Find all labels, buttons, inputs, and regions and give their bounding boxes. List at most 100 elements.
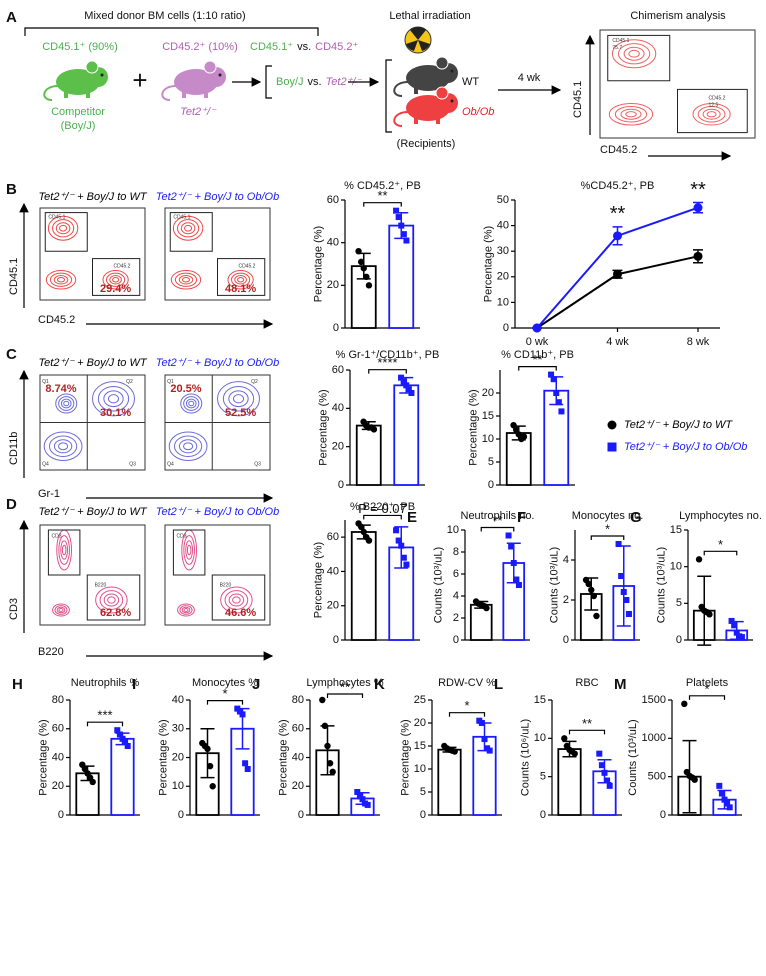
data-point [451,748,458,755]
data-point [395,214,402,221]
mouse-icon [100,73,104,77]
contour [58,608,64,612]
panel-label: F [517,509,526,526]
data-point [613,269,622,279]
gate [86,574,141,621]
contour [188,400,195,407]
contour [180,222,196,235]
data-point [706,611,713,618]
data-point [329,768,336,776]
gate-label: CD45.1 [612,38,629,44]
significance-bracket [590,535,625,540]
chart-title: Platelets [686,677,729,689]
panel-label: E [407,509,417,526]
contour [697,105,726,123]
y-tick-label: 10 [534,732,546,744]
data-point [326,760,334,767]
significance-bracket [568,729,606,735]
data-point [532,323,542,333]
y-axis-label: Counts (10³/uL) [627,719,639,795]
y-tick-label: 0 [58,809,64,821]
gate-label: Q1 [167,379,174,385]
contour [53,275,69,285]
y-tick-label: 0 [178,809,184,821]
series-line [536,206,699,329]
donor-label: CD45.1⁺ (90%) [42,41,118,53]
y-tick-label: 0 [563,634,569,646]
data-point [716,782,723,789]
significance-label: P = 0.07 [358,501,407,516]
data-point [364,801,371,808]
gate-label: CD45.2 [114,263,131,269]
panel-label: D [6,496,17,513]
data-point [508,543,515,550]
data-point [114,727,121,734]
contour [58,535,70,565]
data-point [681,700,688,708]
mouse-icon [393,81,409,97]
panel-label: G [630,509,642,526]
data-point [359,796,366,803]
contour [183,442,194,451]
recipients-label: (Recipients) [397,138,456,150]
gate-percent: 30.1% [100,407,131,419]
contour [620,108,642,120]
contour [178,275,194,285]
y-tick-label: 1500 [642,694,666,706]
panel-label: L [494,676,503,693]
gate-label: Q2 [126,379,133,385]
chart-title: % B220⁺, PB [350,501,415,513]
data-point [615,541,622,547]
y-tick-label: 15 [670,524,682,536]
contour [228,390,249,408]
contour [107,596,116,604]
chart-title: Neutrophils no. [461,510,535,522]
contour [706,111,717,118]
contour [234,275,247,285]
y-tick-label: 0 [503,322,509,334]
x-tick-label: 8 wk [687,336,710,348]
significance-label: * [718,537,723,552]
contour [97,385,130,412]
data-point [593,612,600,620]
contour [56,277,66,283]
significance-label: ** [610,203,626,225]
contour [179,605,193,615]
data-point [553,390,560,396]
legend-marker [607,442,617,452]
contour [61,544,67,556]
data-point [408,390,415,396]
contour [224,590,249,610]
contour [183,396,200,411]
x-tick-label: 4 wk [606,336,629,348]
significance-label: ** [532,352,542,367]
significance-bracket [363,202,402,207]
contour [103,593,120,607]
data-point [239,711,246,718]
significance-label: **** [377,355,397,370]
data-point [695,556,703,563]
y-tick-label: 20 [327,279,339,291]
y-tick-label: 40 [172,694,184,706]
significance-label: ** [340,679,350,694]
data-point [324,742,331,750]
donor-label: CD45.2⁺ (10%) [162,41,238,53]
significance-bracket [326,693,364,698]
significance-bracket [368,369,407,374]
significance-label: * [222,686,227,701]
mouse-icon [414,88,418,94]
chart-title: % Gr-1⁺/CD11b⁺, PB [336,349,440,361]
data-point [724,800,731,807]
contour [60,540,69,560]
y-tick-label: 10 [670,561,682,573]
data-point [550,376,557,383]
y-tick-label: 5 [676,597,682,609]
significance-label: ** [690,179,706,201]
contour [59,224,68,232]
gate-label: Q2 [251,379,258,385]
contour [55,222,71,235]
data-point [731,622,738,629]
y-tick-label: 0 [420,809,426,821]
gate-percent: 46.6% [225,607,256,619]
y-tick-label: 0 [660,809,666,821]
